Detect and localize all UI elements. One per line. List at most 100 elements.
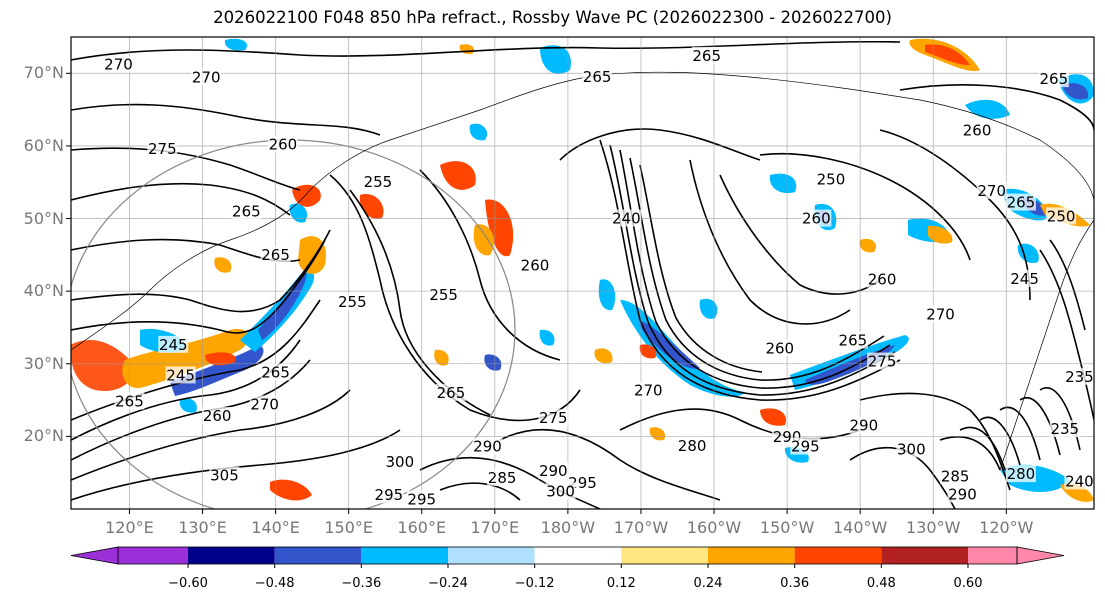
contour-label: 265: [1039, 70, 1068, 88]
colorbar-tick-label: 0.60: [953, 576, 983, 591]
contour-label-bg: [165, 366, 196, 384]
contour-label-bg: [677, 436, 708, 454]
contour-label-bg: [373, 486, 404, 504]
contour-label: 290: [850, 416, 879, 434]
contour-label-bg: [249, 395, 280, 413]
contour-label: 285: [941, 467, 970, 485]
contour-label: 245: [166, 366, 195, 384]
contour-label-bg: [1064, 472, 1095, 490]
contour-label: 255: [429, 286, 458, 304]
contour-label-bg: [1038, 70, 1069, 88]
contour-label: 290: [539, 462, 568, 480]
contour-label-bg: [1005, 193, 1036, 211]
contour-label-bg: [362, 173, 393, 191]
map-frame: [70, 36, 1095, 510]
lat-label: 40°N: [23, 281, 64, 301]
contour-label: 265: [839, 332, 868, 350]
contour-label: 275: [539, 409, 568, 427]
colorbar-frame: [117, 546, 1018, 565]
axis-ticks: [66, 72, 1007, 514]
contour-label: 245: [1010, 270, 1039, 288]
contour-label: 265: [1007, 194, 1036, 212]
contour-label-bg: [520, 256, 551, 274]
contour-label-bg: [231, 202, 262, 220]
contour-label: 270: [104, 56, 133, 74]
colorbar-tick-label: 0.12: [606, 576, 636, 591]
contour-label-bg: [815, 170, 846, 188]
lat-label: 30°N: [23, 353, 64, 373]
colorbar-box: [274, 547, 362, 564]
contour-label-bg: [837, 331, 868, 349]
lon-label: 160°W: [686, 518, 742, 537]
contour-label-bg: [384, 452, 415, 470]
contour-label-bg: [406, 490, 437, 508]
contour-lines: [71, 40, 1094, 509]
contour-label: 305: [210, 467, 239, 485]
contour-label-bg: [260, 245, 291, 263]
contour-label: 265: [232, 202, 261, 220]
contour-label-bg: [209, 466, 240, 484]
colorbar-extend-high: [1016, 546, 1065, 565]
colorbar-tick-label: 0.36: [780, 576, 810, 591]
contour-label-bg: [337, 293, 368, 311]
contour-label: 260: [765, 340, 794, 358]
contour-label-bg: [582, 67, 613, 85]
contour-label: 270: [250, 395, 279, 413]
gridlines: [71, 37, 1094, 509]
contour-label-bg: [114, 392, 145, 410]
colorbar-box: [968, 547, 1017, 564]
contour-label-bg: [435, 383, 466, 401]
contour-label: 250: [817, 170, 846, 188]
contour-label-bg: [428, 285, 459, 303]
colorbar-box: [794, 547, 882, 564]
contour-label: 300: [546, 483, 575, 501]
contour-label-bg: [764, 339, 795, 357]
contour-label: 240: [1065, 472, 1094, 490]
contour-label-bg: [1046, 207, 1077, 225]
colorbar-tick-label: 0.24: [693, 576, 723, 591]
contour-label-bg: [691, 46, 722, 64]
contour-label: 300: [386, 453, 415, 471]
colorbar-box: [118, 547, 188, 564]
contour-label: 265: [115, 393, 144, 411]
colorbar-tick-label: −0.60: [168, 576, 208, 591]
contour-label: 245: [159, 336, 188, 354]
contour-label-bg: [867, 270, 898, 288]
contour-label: 265: [692, 47, 721, 65]
colorbar-box: [448, 547, 535, 564]
contour-label: 265: [583, 68, 612, 86]
lon-label: 120°W: [979, 518, 1034, 537]
colorbar-box: [361, 547, 448, 564]
contour-label: 265: [437, 384, 466, 402]
colorbar-extend-low: [70, 546, 119, 565]
contour-label: 300: [897, 440, 926, 458]
contour-label: 260: [868, 271, 897, 289]
contour-label-bg: [260, 363, 291, 381]
contour-label: 255: [338, 293, 367, 311]
contour-label-bg: [976, 181, 1007, 199]
contour-label: 255: [364, 173, 393, 191]
contour-label: 235: [1050, 420, 1079, 438]
lat-label: 50°N: [23, 208, 64, 228]
lon-label: 160°E: [397, 518, 447, 537]
contour-label-bg: [848, 416, 879, 434]
lon-label: 130°W: [906, 518, 961, 537]
lon-label: 180°W: [540, 518, 596, 537]
contour-label-bg: [202, 407, 233, 425]
lat-label: 70°N: [23, 63, 64, 83]
contour-label: 270: [977, 182, 1006, 200]
contour-label: 290: [473, 438, 502, 456]
contour-label-bg: [267, 135, 298, 153]
contour-label: 275: [868, 353, 897, 371]
contour-label-bg: [1009, 269, 1040, 287]
contour-label-bg: [472, 437, 503, 455]
contour-label: 280: [1007, 465, 1036, 483]
lon-label: 150°E: [324, 518, 373, 537]
lon-label: 170°E: [470, 518, 520, 537]
colorbar-tick-label: −0.12: [514, 576, 555, 591]
contour-label-bg: [1049, 420, 1080, 438]
contour-label: 285: [488, 469, 517, 487]
contour-label-bg: [538, 409, 569, 427]
lon-label: 120°E: [105, 518, 154, 537]
contour-label-bg: [487, 468, 518, 486]
